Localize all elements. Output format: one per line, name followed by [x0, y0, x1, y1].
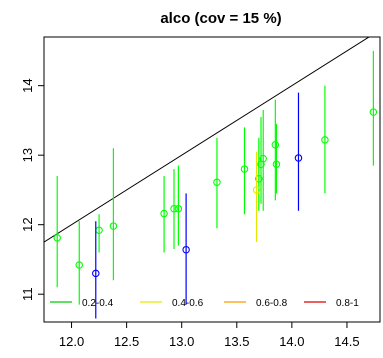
data-point [255, 175, 263, 183]
series-blue [92, 92, 303, 319]
series-0.2-0.4 [53, 50, 378, 305]
data-point [294, 154, 303, 162]
data-point [259, 154, 267, 163]
data-point [160, 209, 168, 218]
x-tick-label: 13.0 [169, 334, 194, 349]
data-point [271, 140, 280, 149]
x-tick-label: 13.5 [224, 334, 249, 349]
y-tick-label: 13 [20, 148, 35, 162]
y-axis: 11 12 13 14 [20, 78, 44, 301]
legend-label: 0.4-0.6 [172, 298, 204, 309]
data-point [92, 269, 100, 278]
plot-area [44, 37, 378, 319]
data-point [272, 160, 281, 168]
legend-label: 0.8-1 [336, 298, 359, 309]
legend-label: 0.6-0.8 [256, 298, 288, 309]
x-tick-label: 12.5 [114, 334, 139, 349]
data-point [321, 136, 329, 144]
y-tick-label: 12 [20, 217, 35, 231]
data-point [182, 245, 190, 254]
legend: 0.2-0.4 0.4-0.6 0.6-0.8 0.8-1 [50, 298, 359, 309]
data-point [174, 204, 183, 213]
x-tick-label: 12.0 [59, 334, 84, 349]
data-point [369, 108, 378, 116]
x-axis: 12.0 12.5 13.0 13.5 14.0 14.5 [59, 322, 360, 349]
y-tick-label: 14 [20, 78, 35, 92]
reference-line [44, 37, 370, 243]
chart-title: alco (cov = 15 %) [160, 10, 281, 27]
data-point [213, 178, 221, 187]
x-tick-label: 14.0 [279, 334, 304, 349]
y-tick-label: 11 [20, 287, 35, 301]
data-point [252, 186, 261, 194]
series-0.4-0.6 [252, 151, 261, 243]
data-point [109, 222, 118, 230]
data-point [170, 204, 178, 213]
legend-label: 0.2-0.4 [82, 298, 114, 309]
data-point [240, 165, 249, 173]
plot-frame [43, 36, 381, 323]
x-tick-label: 14.5 [334, 334, 359, 349]
data-point [53, 234, 61, 242]
data-point [75, 261, 84, 269]
